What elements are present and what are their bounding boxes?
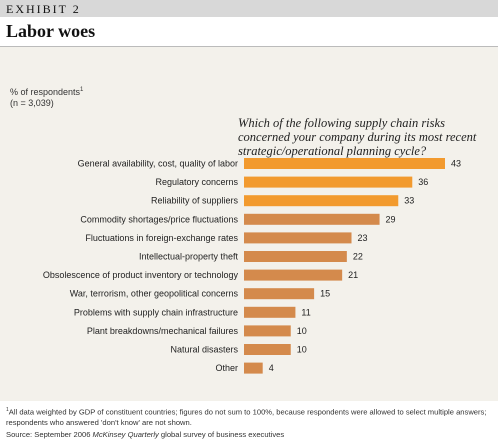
bar	[244, 306, 296, 318]
unit-label: % of respondents1	[10, 87, 83, 97]
data-label: 21	[348, 270, 358, 280]
exhibit-header-bar: EXHIBIT 2	[0, 0, 498, 17]
data-label: 43	[451, 159, 461, 169]
category-label: Reliability of suppliers	[151, 196, 239, 206]
data-label: 4	[269, 363, 274, 373]
bar	[244, 213, 380, 225]
unit-label-text: % of respondents	[10, 87, 81, 97]
category-label: War, terrorism, other geopolitical conce…	[70, 289, 239, 299]
bar	[244, 195, 399, 207]
data-label: 11	[301, 307, 310, 317]
category-label: Fluctuations in foreign-exchange rates	[85, 233, 238, 243]
source-publication: McKinsey Quarterly	[92, 430, 159, 439]
footnote-mark: 1	[6, 407, 9, 413]
bar	[244, 232, 352, 244]
category-label: Commodity shortages/price fluctuations	[80, 214, 238, 224]
data-label: 29	[386, 214, 396, 224]
bar	[244, 344, 291, 355]
category-label: Obsolescence of product inventory or tec…	[43, 270, 239, 280]
category-label: General availability, cost, quality of l…	[78, 159, 238, 169]
data-label: 23	[358, 233, 368, 243]
data-label: 10	[297, 326, 307, 336]
data-label: 15	[320, 289, 330, 299]
data-label: 33	[404, 196, 414, 206]
bar	[244, 251, 347, 262]
unit-footnote-mark: 1	[80, 87, 84, 93]
bars-layer: General availability, cost, quality of l…	[43, 158, 461, 374]
bar	[244, 176, 413, 188]
chart-title: Labor woes	[6, 21, 96, 41]
footnote-text: All data weighted by GDP of constituent …	[6, 407, 487, 427]
sample-size-label: (n = 3,039)	[10, 98, 54, 108]
data-label: 10	[297, 345, 307, 355]
data-label: 36	[418, 177, 428, 187]
survey-question: Which of the following supply chain risk…	[238, 116, 477, 158]
bar	[244, 269, 343, 281]
category-label: Natural disasters	[170, 345, 238, 355]
source-suffix: global survey of business executives	[158, 430, 285, 439]
category-label: Intellectual-property theft	[139, 252, 239, 262]
title-divider	[0, 46, 498, 47]
category-label: Regulatory concerns	[155, 177, 238, 187]
data-label: 22	[353, 252, 363, 262]
bar	[244, 362, 263, 374]
footnote: 1All data weighted by GDP of constituent…	[6, 405, 494, 428]
bar	[244, 325, 291, 337]
source-prefix: Source: September 2006	[6, 430, 93, 439]
exhibit-label: EXHIBIT 2	[6, 2, 81, 16]
bar	[244, 158, 445, 169]
bar	[244, 288, 315, 300]
source-note: Source: September 2006 McKinsey Quarterl…	[6, 430, 494, 439]
category-label: Plant breakdowns/mechanical failures	[87, 326, 239, 336]
category-label: Problems with supply chain infrastructur…	[74, 307, 238, 317]
category-label: Other	[215, 363, 238, 373]
